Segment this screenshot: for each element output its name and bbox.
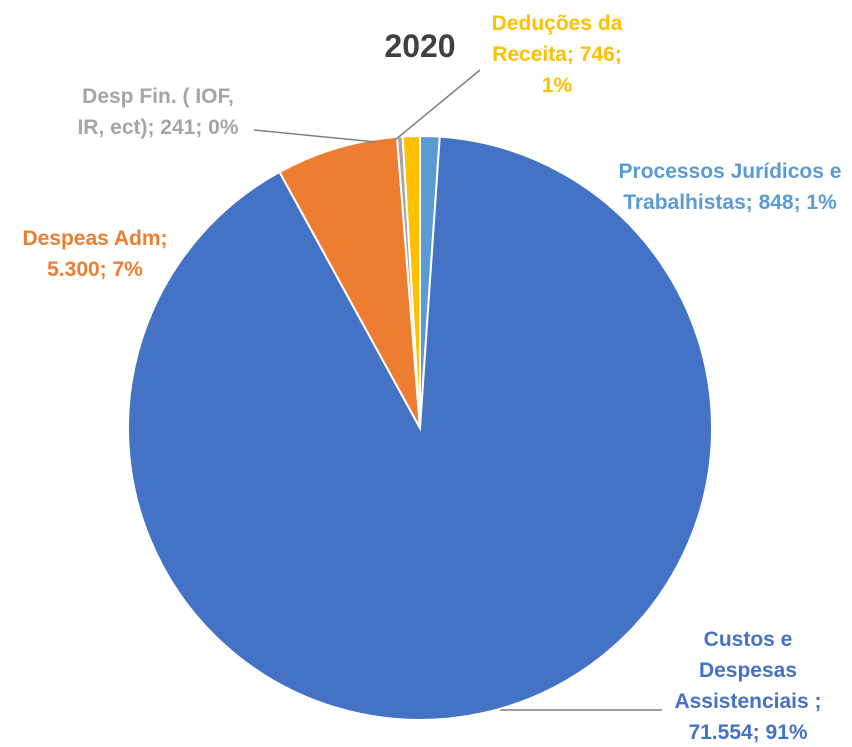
slice-label-line: IR, ect); 241; 0% [77, 116, 238, 139]
slice-label-line: Receita; 746; [492, 43, 622, 66]
slice-label-line: Trabalhistas; 848; 1% [623, 191, 837, 214]
slice-label-line: Desp Fin. ( IOF, [82, 85, 234, 108]
leader-lines [253, 69, 662, 711]
slice-label-0: Processos Jurídicos e Trabalhistas; 848; … [619, 160, 842, 214]
slice-label-1: Custos e Despesas Assistenciais ; 71.554; 9… [674, 628, 821, 744]
slice-label-line: Deduções da [492, 12, 623, 35]
pie-slices [127, 134, 713, 721]
slice-label-line: 1% [542, 74, 573, 97]
slice-label-line: 5.300; 7% [47, 258, 143, 281]
pie-slice-1 [127, 135, 713, 721]
leader-line-4 [394, 69, 481, 141]
slice-label-2: Despeas Adm; 5.300; 7% [22, 227, 167, 281]
slice-label-line: Despesas [699, 659, 797, 682]
slice-label-line: 71.554; 91% [688, 721, 807, 744]
pie-slice-2 [278, 135, 421, 429]
slice-labels: Processos Jurídicos e Trabalhistas; 848; … [22, 12, 841, 744]
slice-label-4: Deduções da Receita; 746; 1% [492, 12, 623, 97]
slice-label-line: Assistenciais ; [674, 690, 821, 713]
pie-slice-4 [401, 134, 421, 429]
slice-label-3: Desp Fin. ( IOF, IR, ect); 241; 0% [77, 85, 238, 139]
chart-title: 2020 [384, 28, 455, 64]
slice-label-line: Processos Jurídicos e [619, 160, 842, 183]
slice-label-line: Custos e [704, 628, 793, 651]
leader-line-3 [253, 129, 377, 143]
slice-label-line: Despeas Adm; [22, 227, 167, 250]
